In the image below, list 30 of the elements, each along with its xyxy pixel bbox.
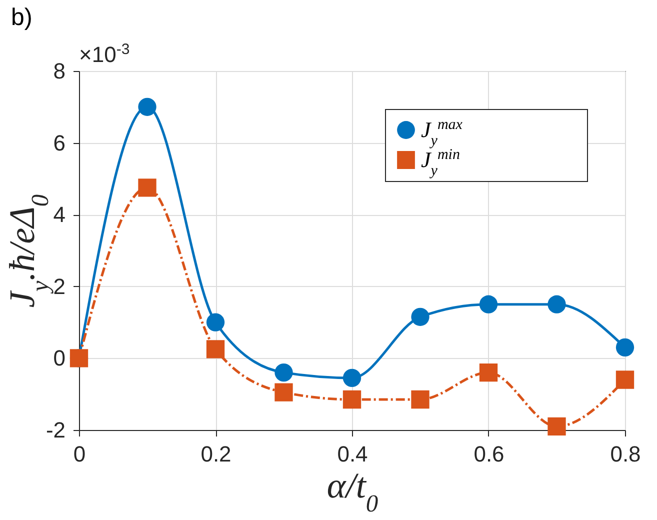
point — [479, 295, 498, 314]
point — [206, 340, 225, 358]
y-tick-label: -2 — [46, 418, 66, 442]
point — [616, 338, 634, 356]
point — [206, 313, 225, 332]
x-axis-title: α/t$_{0}$ — [326, 466, 378, 517]
x-tick-label: 0.6 — [474, 442, 504, 466]
y-tick-label: 2 — [53, 274, 66, 299]
x-tick-label: 0 — [73, 442, 86, 466]
point — [548, 417, 566, 436]
x-tick-label: 0.2 — [200, 442, 232, 466]
text: ×10$^{-3}$ — [79, 40, 130, 67]
y-tick-label: 0 — [53, 346, 66, 371]
point — [138, 178, 156, 197]
y-tick-label: 4 — [53, 202, 66, 228]
x-tick-label: 0.4 — [337, 442, 368, 466]
point — [342, 390, 362, 409]
point — [274, 363, 293, 382]
point — [274, 383, 293, 402]
x-tick-label: 0.8 — [610, 442, 641, 466]
point — [342, 368, 362, 388]
y-tick-label: 8 — [53, 58, 66, 84]
point — [548, 295, 566, 314]
point — [138, 98, 156, 116]
y-tick-label: 6 — [53, 130, 66, 156]
chart-title: b) — [11, 4, 32, 31]
point — [616, 370, 634, 389]
point — [479, 363, 498, 382]
point — [411, 308, 430, 326]
point — [411, 390, 430, 409]
